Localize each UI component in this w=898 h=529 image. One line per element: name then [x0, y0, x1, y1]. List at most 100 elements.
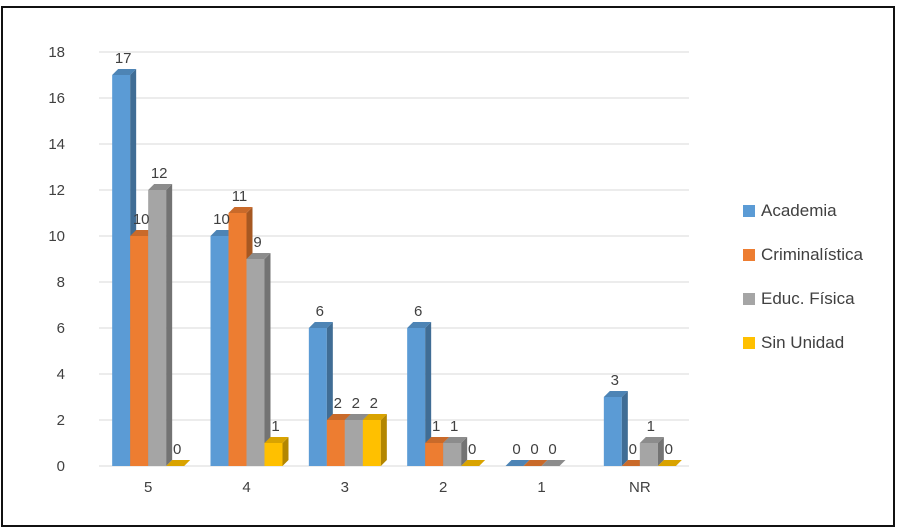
bar-top [523, 460, 548, 466]
y-tick-label: 18 [48, 44, 65, 61]
data-label: 0 [530, 441, 538, 458]
bar [246, 253, 271, 466]
y-tick-label: 8 [57, 274, 65, 291]
data-label: 0 [629, 441, 637, 458]
data-label: 6 [414, 303, 422, 320]
bar [603, 391, 628, 466]
bar-front [228, 213, 247, 466]
legend-item: Criminalística [743, 244, 863, 266]
bar-front [130, 236, 149, 466]
bar-top [264, 437, 289, 443]
legend-label: Academia [761, 201, 837, 220]
data-label: 17 [115, 50, 132, 67]
data-label: 2 [334, 395, 342, 412]
bar-side [282, 437, 289, 466]
bar-top [326, 414, 351, 420]
bar [541, 460, 566, 466]
bar-side [657, 437, 664, 466]
chart-frame: 0 2 4 6 8 10 12 14 16 18 5 4 3 2 1 NR 17 10 12 0 10 11 9 1 6 2 2 2 6… [1, 6, 895, 527]
bar-top [308, 322, 333, 328]
bar-front [112, 75, 131, 466]
bar-top [112, 69, 137, 75]
data-label: 0 [512, 441, 520, 458]
data-label: 1 [647, 418, 655, 435]
bar-top [603, 391, 628, 397]
bar-top [639, 437, 664, 443]
legend-label: Sin Unidad [761, 333, 845, 352]
bar [523, 460, 548, 466]
legend-label: Educ. Física [761, 289, 855, 308]
data-label: 2 [352, 395, 360, 412]
x-tick-label: 2 [439, 479, 447, 496]
bar-side [621, 391, 628, 466]
bar-side [461, 437, 468, 466]
bar [639, 437, 664, 466]
legend-swatch [743, 293, 755, 305]
y-tick-label: 14 [48, 136, 65, 153]
x-tick-label: NR [629, 479, 651, 496]
bar-front [148, 190, 167, 466]
data-label: 10 [133, 211, 150, 228]
bar-front [326, 420, 345, 466]
bar-front [407, 328, 426, 466]
y-axis-ticks: 0 2 4 6 8 10 12 14 16 18 [48, 44, 65, 475]
data-label: 0 [468, 441, 476, 458]
bar-front [246, 259, 265, 466]
x-tick-label: 4 [242, 479, 250, 496]
bar-front [344, 420, 363, 466]
bar [461, 460, 486, 466]
data-label: 1 [432, 418, 440, 435]
data-label: 2 [370, 395, 378, 412]
bar-front [443, 443, 462, 466]
bar-top [461, 460, 486, 466]
bar-side [166, 184, 173, 466]
legend-label: Criminalística [761, 245, 864, 264]
y-tick-label: 4 [57, 366, 65, 383]
bar-side [380, 414, 387, 466]
data-label: 12 [151, 165, 168, 182]
bar-top [228, 207, 253, 213]
bar-top [541, 460, 566, 466]
bar [657, 460, 682, 466]
bar-top [246, 253, 271, 259]
data-label: 0 [173, 441, 181, 458]
data-label: 3 [611, 372, 619, 389]
bar-top [407, 322, 432, 328]
legend-item: Academia [743, 200, 863, 222]
y-tick-label: 16 [48, 90, 65, 107]
bar-front [362, 420, 381, 466]
bar-top [657, 460, 682, 466]
x-tick-label: 5 [144, 479, 152, 496]
data-label: 10 [213, 211, 230, 228]
bar-top [443, 437, 468, 443]
y-tick-label: 2 [57, 412, 65, 429]
bar-top [505, 460, 530, 466]
bars [112, 69, 682, 466]
y-tick-label: 6 [57, 320, 65, 337]
bar-front [264, 443, 283, 466]
bar-top [362, 414, 387, 420]
data-label: 0 [548, 441, 556, 458]
y-tick-label: 10 [48, 228, 65, 245]
bar-top [344, 414, 369, 420]
y-tick-label: 12 [48, 182, 65, 199]
bar-front [210, 236, 229, 466]
bar-side [425, 322, 432, 466]
data-label: 9 [253, 234, 261, 251]
bar-top [148, 184, 173, 190]
bar-front [308, 328, 327, 466]
bar [505, 460, 530, 466]
legend-item: Educ. Física [743, 288, 863, 310]
bar-top [166, 460, 191, 466]
data-label: 11 [232, 188, 248, 205]
bar [166, 460, 191, 466]
bar-side [264, 253, 271, 466]
data-label: 1 [271, 418, 279, 435]
data-label: 6 [316, 303, 324, 320]
bar [443, 437, 468, 466]
legend-item: Sin Unidad [743, 332, 863, 354]
bar [264, 437, 289, 466]
legend-swatch [743, 205, 755, 217]
